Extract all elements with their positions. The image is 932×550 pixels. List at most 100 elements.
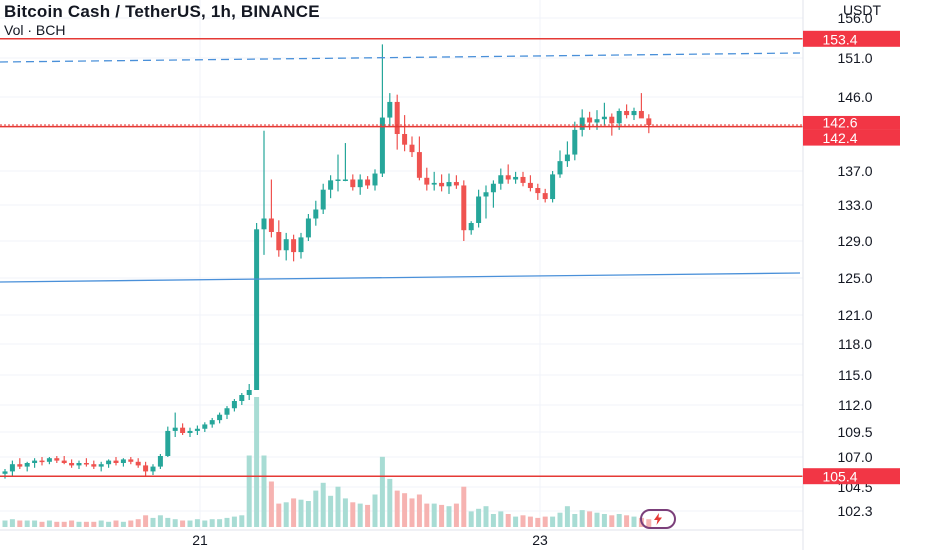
lightning-icon[interactable] xyxy=(640,509,676,529)
candle-body xyxy=(616,110,622,124)
volume-bar xyxy=(461,486,467,527)
volume-bar xyxy=(335,486,341,527)
chart-title: Bitcoin Cash / TetherUS, 1h, BINANCE xyxy=(4,2,320,21)
volume-bar xyxy=(409,498,415,527)
candle-body xyxy=(69,463,75,466)
candle-body xyxy=(61,460,67,463)
candle-body xyxy=(106,460,112,465)
volume-bar xyxy=(320,482,326,527)
candle-body xyxy=(513,176,519,180)
candle-body xyxy=(631,110,637,116)
volume-bars xyxy=(2,397,652,527)
volume-bar xyxy=(431,503,437,527)
candle-body xyxy=(439,182,445,187)
dashed-trend-line xyxy=(0,52,801,63)
volume-bar xyxy=(505,514,511,527)
candle-body xyxy=(91,464,97,467)
candlesticks xyxy=(2,44,652,479)
volume-bar xyxy=(9,519,15,527)
volume-bar xyxy=(98,520,104,527)
candle-body xyxy=(468,223,474,231)
volume-bar xyxy=(535,517,541,527)
candle-body xyxy=(24,463,30,467)
price-tick-label: 109.5 xyxy=(837,424,872,440)
candle-body xyxy=(276,232,282,251)
volume-bar xyxy=(61,521,67,527)
volume-bar xyxy=(513,516,519,527)
time-axis[interactable]: 21 23 xyxy=(0,529,803,548)
price-label-bg xyxy=(803,115,900,130)
volume-bar xyxy=(106,521,112,527)
candle-body xyxy=(172,427,178,431)
candle-body xyxy=(453,182,459,186)
candle-body xyxy=(217,414,223,421)
volume-bar xyxy=(527,516,533,527)
drawn-lines xyxy=(0,38,803,477)
volume-bar xyxy=(2,520,8,527)
candle-body xyxy=(409,144,415,153)
volume-bar xyxy=(83,521,89,527)
volume-bar xyxy=(490,514,496,527)
price-tick-label: 133.0 xyxy=(837,197,872,213)
volume-bar xyxy=(268,481,274,527)
candle-body xyxy=(209,420,215,425)
price-label-bg xyxy=(803,30,900,47)
price-tick-label: 121.0 xyxy=(837,307,872,323)
volume-bar xyxy=(39,521,45,527)
candle-body xyxy=(624,110,630,116)
candle-body xyxy=(46,458,52,462)
candle-body xyxy=(446,182,452,187)
price-tick-label: 125.0 xyxy=(837,270,872,286)
candle-body xyxy=(542,193,548,200)
volume-bar xyxy=(594,512,600,527)
candle-body xyxy=(557,161,563,175)
volume-legend: Vol · BCH xyxy=(4,22,66,38)
volume-bar xyxy=(298,499,304,527)
axis-unit: USDT xyxy=(843,2,882,18)
price-tick-label: 129.0 xyxy=(837,233,872,249)
volume-bar xyxy=(557,512,563,527)
volume-bar xyxy=(439,504,445,527)
candle-body xyxy=(261,218,267,230)
candle-body xyxy=(357,179,363,188)
volume-bar xyxy=(342,498,348,527)
volume-bar xyxy=(150,517,156,527)
volume-bar xyxy=(394,490,400,527)
candle-body xyxy=(498,175,504,184)
volume-bar xyxy=(402,493,408,527)
candle-body xyxy=(157,456,163,467)
volume-bar xyxy=(172,519,178,527)
volume-bar xyxy=(24,520,30,527)
volume-bar xyxy=(291,498,297,527)
candle-body xyxy=(231,401,237,409)
volume-bar xyxy=(564,506,570,527)
volume-bar xyxy=(239,515,245,527)
price-tick-label: 115.0 xyxy=(838,367,872,383)
volume-bar xyxy=(424,503,430,527)
volume-bar xyxy=(283,502,289,527)
volume-bar xyxy=(550,516,556,527)
volume-bar xyxy=(246,455,252,527)
chart-grid xyxy=(0,0,803,530)
candle-body xyxy=(594,119,600,123)
volume-bar xyxy=(165,517,171,527)
volume-bar xyxy=(468,511,474,527)
candle-body xyxy=(550,174,556,200)
volume-bar xyxy=(202,520,208,527)
volume-bar xyxy=(231,516,237,527)
candle-body xyxy=(83,463,89,465)
candle-body xyxy=(187,430,193,433)
candle-body xyxy=(120,459,126,463)
candle-body xyxy=(587,117,593,123)
volume-bar xyxy=(261,455,267,527)
price-tick-label: 156.0 xyxy=(837,10,872,26)
volume-bar xyxy=(387,478,393,527)
candle-body xyxy=(2,471,8,474)
candle-body xyxy=(328,180,334,190)
volume-bar xyxy=(350,502,356,527)
volume-bar xyxy=(542,516,548,527)
trend-line xyxy=(0,272,801,283)
